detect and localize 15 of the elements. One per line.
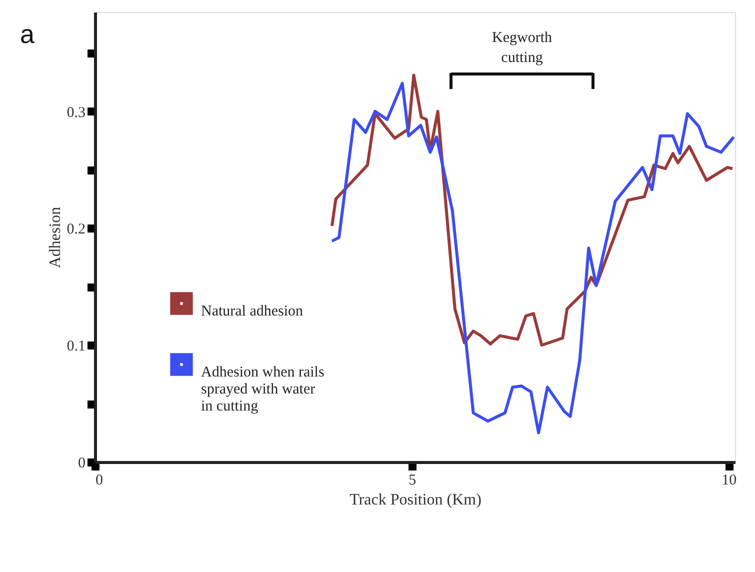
line-series [330,74,734,347]
text: a [20,19,35,49]
x-tick-label: 10 [722,472,737,488]
y-tick-label: 0.1 [66,338,86,355]
y-tick-label: 0.3 [66,104,86,121]
legend-label: Adhesion when rails sprayed with water in cutting [201,364,324,414]
y-tick-label: 0 [78,456,86,472]
x-axis-title: Track Position (Km) [350,492,482,508]
legend-label: Natural adhesion [201,304,304,320]
x-tick-label: 5 [408,472,416,488]
y-axis-title: Adhesion [46,206,64,268]
y-tick-label: 0.2 [66,222,86,238]
line-series [330,82,736,434]
annotation: Kegworth cutting [492,30,552,66]
x-tick-label: 0 [96,472,103,488]
